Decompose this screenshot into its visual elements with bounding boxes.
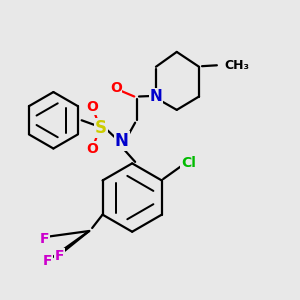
Text: O: O (110, 81, 122, 94)
Text: N: N (150, 89, 162, 104)
Text: F: F (40, 232, 49, 246)
Text: Cl: Cl (181, 156, 196, 170)
Text: S: S (95, 119, 107, 137)
Text: O: O (86, 142, 98, 155)
Text: N: N (115, 132, 129, 150)
Text: O: O (86, 100, 98, 114)
Text: F: F (43, 254, 52, 268)
Text: CH₃: CH₃ (224, 59, 249, 72)
Text: F: F (55, 248, 64, 262)
